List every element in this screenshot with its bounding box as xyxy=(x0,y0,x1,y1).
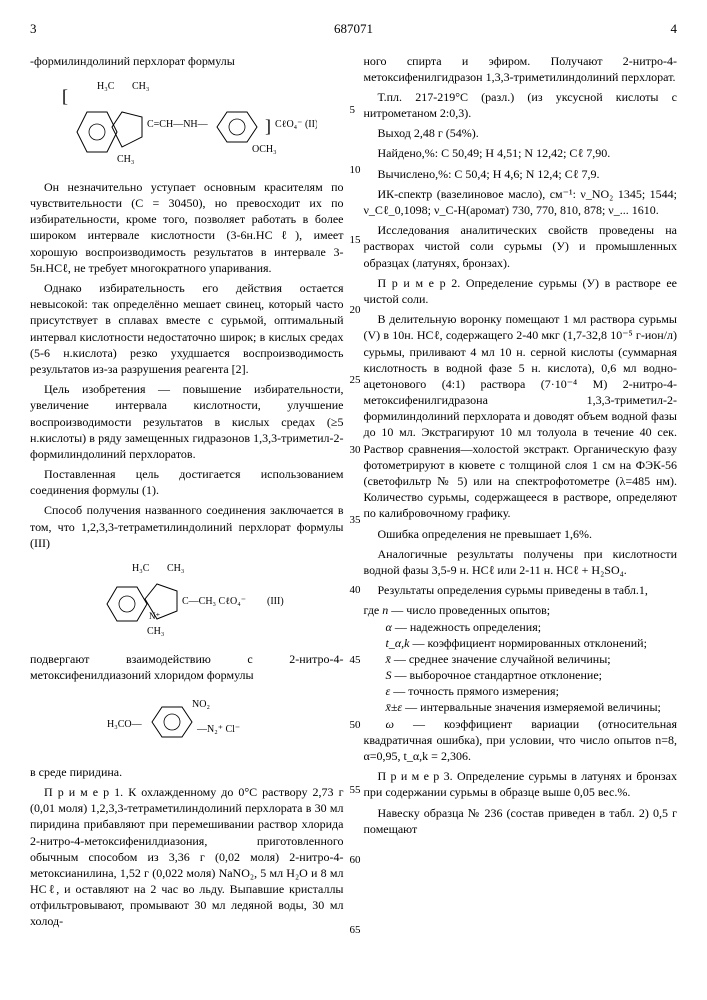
def-item: n — число проведенных опытов; xyxy=(382,603,550,617)
def-item: x̄±ε — интервальные значения измеряемой … xyxy=(364,700,661,714)
paragraph: Цель изобретения — повышение избирательн… xyxy=(30,381,344,462)
definitions-list: где n — число проведенных опытов; α — на… xyxy=(364,602,678,764)
formula-group: CH₃ xyxy=(147,626,164,637)
formula-group: CH₃ xyxy=(132,81,149,92)
paragraph: П р и м е р 1. К охлажденному до 0°С рас… xyxy=(30,784,344,930)
page-header: 3 687071 4 xyxy=(30,20,677,38)
def-item: α — надежность определения; xyxy=(364,620,542,634)
line-number: 20 xyxy=(350,303,361,318)
defs-intro: где xyxy=(364,603,380,617)
paragraph: ИК-спектр (вазелиновое масло), см⁻¹: ν_N… xyxy=(364,186,678,218)
paragraph: Он незначительно уступает основным краси… xyxy=(30,179,344,276)
chemical-formula-3: H₃C CH₃ N⁺ CH₃ C—CH₃ CℓO₄⁻ (III) xyxy=(30,559,344,643)
def-item: x̄ — среднее значение случайной величины… xyxy=(364,652,611,666)
formula-group: NO₂ xyxy=(192,699,210,710)
paragraph: Однако избирательность его действия оста… xyxy=(30,280,344,377)
chemical-formula-2: H₃C CH₃ CH₃ C=CH—NH— OCH₃ [ ] CℓO₄⁻ (II) xyxy=(30,77,344,171)
two-column-body: -формилиндолиний перхлорат формулы H₃C C… xyxy=(30,53,677,934)
paragraph: В делительную воронку помещают 1 мл раст… xyxy=(364,311,678,521)
line-number: 35 xyxy=(350,513,361,528)
right-column: 5 10 15 20 25 30 35 40 45 50 55 60 65 но… xyxy=(364,53,678,934)
left-column: -формилиндолиний перхлорат формулы H₃C C… xyxy=(30,53,344,934)
def-item: t_α,k — коэффициент нормированных отклон… xyxy=(364,636,647,650)
phenyl-ring-icon xyxy=(217,112,257,142)
formula-group: —N₂⁺ Cl⁻ xyxy=(196,724,240,735)
line-number: 45 xyxy=(350,653,361,668)
paragraph: Ошибка определения не превышает 1,6%. xyxy=(364,526,678,542)
line-number: 30 xyxy=(350,443,361,458)
paragraph: П р и м е р 3. Определение сурьмы в лату… xyxy=(364,768,678,800)
formula-group: H₃C xyxy=(132,563,150,574)
line-number: 5 xyxy=(350,103,356,118)
paragraph: Найдено,%: С 50,49; H 4,51; N 12,42; Cℓ … xyxy=(364,145,678,161)
line-number: 15 xyxy=(350,233,361,248)
bracket-icon: [ xyxy=(62,86,68,106)
def-item: ω — коэффициент вариации (относительная … xyxy=(364,717,678,763)
formula-group: OCH₃ xyxy=(252,144,277,155)
paragraph: ного спирта и эфиром. Получают 2-нитро-4… xyxy=(364,53,678,85)
formula-label: (III) xyxy=(267,596,284,607)
formula-group: C=CH—NH— xyxy=(147,119,209,130)
formula-group: CH₃ xyxy=(117,154,134,165)
def-item: ε — точность прямого измерения; xyxy=(364,684,559,698)
paragraph: подвергают взаимодействию с 2-нитро-4-ме… xyxy=(30,651,344,683)
line-number: 55 xyxy=(350,783,361,798)
paragraph: Поставленная цель достигается использова… xyxy=(30,466,344,498)
formula-group: C—CH₃ CℓO₄⁻ xyxy=(182,596,246,607)
phenyl-ring-icon xyxy=(152,707,192,737)
paragraph: Навеску образца № 236 (состав приведен в… xyxy=(364,805,678,837)
benzene-ring-icon xyxy=(107,587,147,621)
paragraph: в среде пиридина. xyxy=(30,764,344,780)
bracket-icon: ] xyxy=(265,116,271,136)
page-number-right: 4 xyxy=(671,20,678,38)
line-number: 40 xyxy=(350,583,361,598)
paragraph: Выход 2,48 г (54%). xyxy=(364,125,678,141)
formula-group: H₃C xyxy=(97,81,115,92)
line-number: 50 xyxy=(350,718,361,733)
page-number-left: 3 xyxy=(30,20,37,38)
def-item: S — выборочное стандартное отклонение; xyxy=(364,668,603,682)
paragraph: Вычислено,%: С 50,4; H 4,6; N 12,4; Cℓ 7… xyxy=(364,166,678,182)
indol-ring-icon xyxy=(112,112,142,147)
formula-group: N⁺ xyxy=(149,611,160,621)
line-number: 65 xyxy=(350,923,361,938)
paragraph: Аналогичные результаты получены при кисл… xyxy=(364,546,678,578)
paragraph: Способ получения названного соединения з… xyxy=(30,502,344,551)
formula-label: CℓO₄⁻ (II) xyxy=(275,119,317,130)
benzene-ring-icon xyxy=(77,112,117,152)
line-number: 60 xyxy=(350,853,361,868)
paragraph: Исследования аналитических свойств прове… xyxy=(364,222,678,271)
document-number: 687071 xyxy=(334,20,373,38)
line-number: 25 xyxy=(350,373,361,388)
paragraph: Результаты определения сурьмы приведены … xyxy=(364,582,678,598)
formula-group: CH₃ xyxy=(167,563,184,574)
paragraph: Т.пл. 217-219°С (разл.) (из уксусной кис… xyxy=(364,89,678,121)
chemical-formula-4: H₃CO— NO₂ —N₂⁺ Cl⁻ xyxy=(30,692,344,756)
paragraph: -формилиндолиний перхлорат формулы xyxy=(30,53,344,69)
line-number: 10 xyxy=(350,163,361,178)
paragraph: П р и м е р 2. Определение сурьмы (У) в … xyxy=(364,275,678,307)
formula-group: H₃CO— xyxy=(107,719,143,730)
